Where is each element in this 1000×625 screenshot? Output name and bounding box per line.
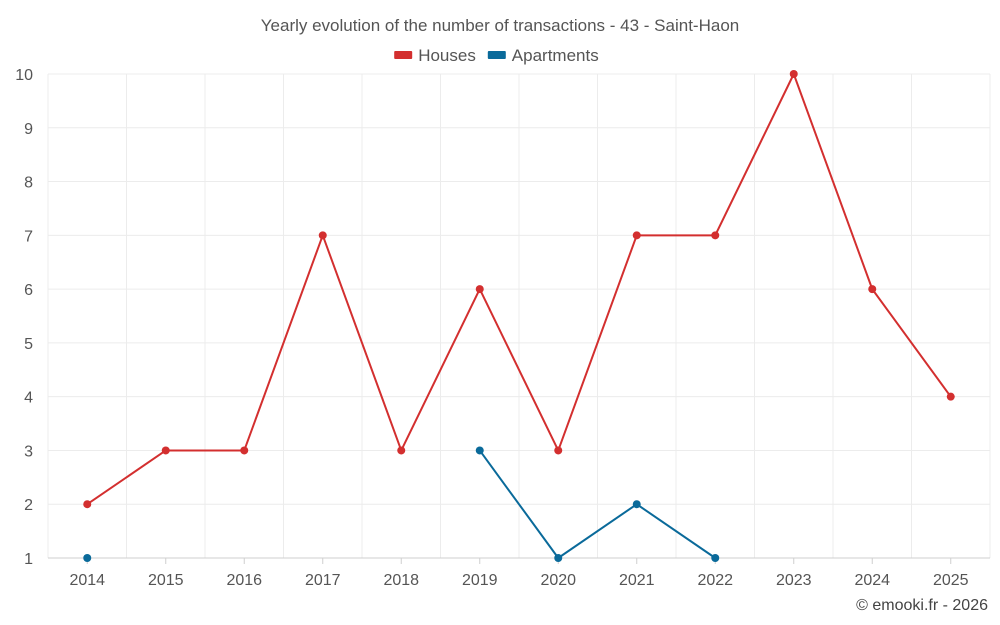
y-tick-label: 2	[24, 497, 33, 514]
x-tick-label: 2024	[854, 572, 890, 589]
x-tick-label: 2019	[462, 572, 498, 589]
houses-point	[946, 392, 955, 401]
x-tick-label: 2020	[540, 572, 576, 589]
x-axis: 2014 2015 2016 2017 2018 2019 2020 2021 2022 2023…	[69, 558, 969, 589]
x-tick-label: 2023	[776, 572, 812, 589]
x-tick-label: 2018	[383, 572, 419, 589]
legend-label-houses: Houses	[418, 46, 476, 65]
houses-point	[397, 446, 406, 455]
legend-swatch-houses	[394, 51, 413, 59]
y-tick-label: 5	[24, 336, 33, 353]
houses-point	[789, 70, 798, 78]
houses-point	[632, 231, 641, 240]
houses-series-line	[86, 73, 952, 506]
legend: Houses Apartments	[394, 46, 599, 65]
houses-point	[475, 285, 484, 294]
y-axis: 1 2 3 4 5 6 7 8 9 10	[15, 67, 33, 568]
x-tick-label: 2022	[697, 572, 733, 589]
x-tick-label: 2015	[148, 572, 184, 589]
y-tick-label: 1	[24, 551, 33, 568]
y-tick-label: 7	[24, 228, 33, 245]
x-tick-label: 2017	[305, 572, 341, 589]
houses-point	[161, 446, 170, 455]
apartments-point	[711, 554, 720, 562]
x-tick-label: 2014	[69, 572, 105, 589]
apartments-point	[83, 554, 92, 562]
x-tick-label: 2016	[226, 572, 262, 589]
houses-point	[554, 446, 563, 455]
apartments-series-line	[478, 449, 716, 559]
apartments-point	[554, 554, 563, 562]
y-tick-label: 10	[15, 67, 33, 84]
houses-point	[711, 231, 720, 240]
apartments-point	[632, 500, 641, 509]
houses-point	[318, 231, 327, 240]
y-tick-label: 8	[24, 175, 33, 192]
y-tick-label: 6	[24, 282, 33, 299]
y-tick-label: 9	[24, 121, 33, 138]
series-group	[83, 70, 955, 562]
houses-point	[240, 446, 249, 455]
legend-label-apartments: Apartments	[512, 46, 599, 65]
houses-point	[868, 285, 877, 294]
legend-swatch-apartments	[487, 51, 506, 59]
credit-text: © emooki.fr - 2026	[856, 597, 988, 614]
x-tick-label: 2021	[619, 572, 655, 589]
apartments-point	[475, 446, 484, 455]
x-tick-label: 2025	[933, 572, 969, 589]
chart-title: Yearly evolution of the number of transa…	[261, 16, 739, 35]
grid	[47, 73, 991, 559]
y-tick-label: 4	[24, 390, 33, 407]
houses-point	[83, 500, 92, 509]
y-tick-label: 3	[24, 443, 33, 460]
